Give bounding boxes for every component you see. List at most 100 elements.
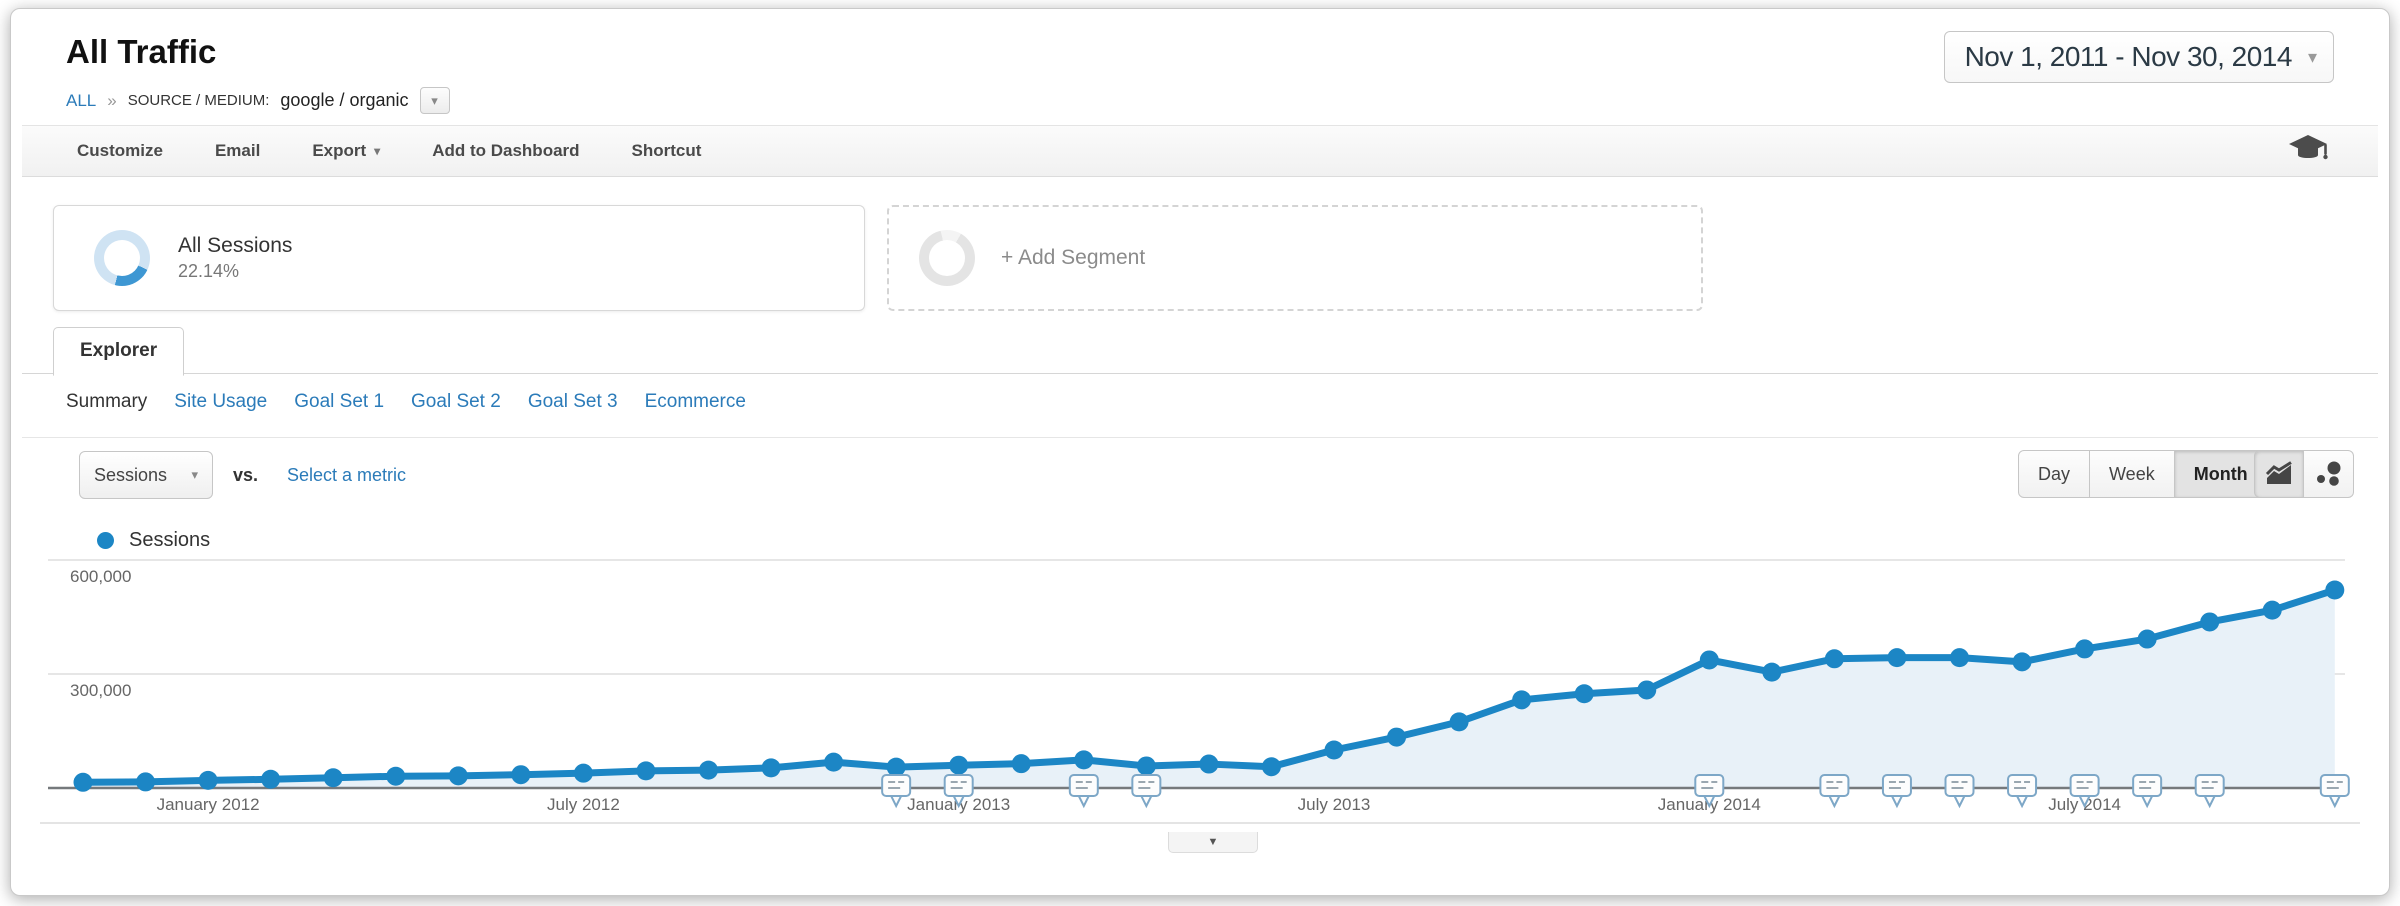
- breadcrumb-dimension-label: SOURCE / MEDIUM:: [127, 92, 270, 109]
- tab-explorer[interactable]: Explorer: [53, 327, 185, 376]
- chevron-down-icon: ▾: [431, 92, 438, 108]
- data-point-feb-2014[interactable]: [1762, 662, 1782, 682]
- annotation-marker-mar-2014[interactable]: [1819, 774, 1850, 809]
- breadcrumb-root-link[interactable]: ALL: [66, 90, 97, 110]
- chevron-down-icon: ▾: [191, 467, 198, 482]
- chart-legend: Sessions: [97, 529, 210, 552]
- data-point-feb-2012[interactable]: [261, 769, 281, 789]
- empty-donut-icon: [919, 230, 975, 286]
- granularity-day-button[interactable]: Day: [2018, 450, 2091, 498]
- explorer-subtabs: Summary Site Usage Goal Set 1 Goal Set 2…: [66, 391, 746, 413]
- vs-label: vs.: [233, 465, 259, 485]
- annotation-marker-sep-2014[interactable]: [2194, 774, 2225, 809]
- data-point-may-2014[interactable]: [1950, 648, 1969, 668]
- x-axis-label: July 2013: [1298, 795, 1371, 814]
- data-point-jul-2013[interactable]: [1324, 740, 1344, 760]
- annotation-marker-mar-2013[interactable]: [1068, 774, 1099, 809]
- data-point-oct-2014[interactable]: [2262, 600, 2282, 620]
- data-point-aug-2013[interactable]: [1387, 727, 1407, 747]
- add-segment-button[interactable]: + Add Segment: [887, 205, 1703, 311]
- data-point-sep-2013[interactable]: [1449, 712, 1469, 732]
- annotation-marker-dec-2012[interactable]: [881, 774, 912, 809]
- x-axis-label: January 2012: [157, 795, 260, 814]
- segment-all-sessions[interactable]: All Sessions 22.14%: [53, 205, 865, 311]
- education-button[interactable]: [2287, 133, 2329, 172]
- data-point-apr-2012[interactable]: [386, 766, 406, 786]
- data-point-aug-2012[interactable]: [636, 761, 656, 781]
- toolbar-email[interactable]: Email: [214, 141, 261, 160]
- data-point-oct-2013[interactable]: [1512, 690, 1532, 710]
- report-card: All Traffic ALL » SOURCE / MEDIUM: googl…: [10, 8, 2390, 896]
- subtab-summary[interactable]: Summary: [66, 391, 148, 412]
- data-point-may-2013[interactable]: [1199, 754, 1219, 774]
- metric-select-value: Sessions: [94, 464, 168, 485]
- data-point-feb-2013[interactable]: [1011, 754, 1031, 774]
- annotation-marker-apr-2013[interactable]: [1131, 774, 1162, 809]
- data-point-aug-2014[interactable]: [2137, 629, 2157, 649]
- granularity-month-button[interactable]: Month: [2174, 450, 2268, 498]
- subtab-ecommerce[interactable]: Ecommerce: [644, 391, 746, 412]
- data-point-jun-2012[interactable]: [511, 765, 531, 785]
- toolbar-export[interactable]: Export ▾: [312, 141, 380, 161]
- toolbar-customize[interactable]: Customize: [77, 141, 163, 160]
- chart-type-button-group: [2254, 450, 2354, 498]
- segment-name: All Sessions: [178, 234, 293, 257]
- data-point-dec-2011[interactable]: [136, 772, 156, 792]
- data-point-jun-2013[interactable]: [1261, 757, 1281, 777]
- subtab-goal-set-2[interactable]: Goal Set 2: [411, 391, 501, 412]
- subtab-site-usage[interactable]: Site Usage: [174, 391, 268, 412]
- breadcrumb-separator: »: [107, 90, 117, 110]
- data-point-apr-2014[interactable]: [1887, 648, 1907, 668]
- data-point-mar-2012[interactable]: [323, 768, 343, 788]
- data-point-mar-2014[interactable]: [1824, 649, 1844, 669]
- toolbar-shortcut[interactable]: Shortcut: [631, 141, 702, 160]
- metric-select[interactable]: Sessions ▾: [79, 451, 213, 499]
- date-range-selector[interactable]: Nov 1, 2011 - Nov 30, 2014 ▾: [1943, 31, 2334, 83]
- granularity-week-button[interactable]: Week: [2090, 450, 2175, 498]
- report-toolbar: Customize Email Export ▾ Add to Dashboar…: [22, 125, 2378, 177]
- chevron-down-icon: ▾: [374, 144, 381, 158]
- data-point-nov-2014[interactable]: [2325, 580, 2345, 600]
- annotation-marker-apr-2014[interactable]: [1881, 774, 1912, 809]
- data-point-mar-2013[interactable]: [1074, 750, 1094, 770]
- annotation-marker-jan-2014[interactable]: [1694, 774, 1725, 809]
- annotation-marker-jul-2014[interactable]: [2069, 774, 2100, 809]
- select-a-metric-link[interactable]: Select a metric: [287, 465, 407, 485]
- data-point-sep-2012[interactable]: [699, 760, 718, 780]
- data-point-jun-2014[interactable]: [2012, 652, 2032, 672]
- data-point-dec-2013[interactable]: [1637, 680, 1657, 700]
- series-area-fill: [83, 590, 2335, 788]
- annotation-marker-jan-2013[interactable]: [943, 774, 974, 809]
- segment-donut-icon: [94, 230, 150, 286]
- annotation-marker-nov-2014[interactable]: [2319, 774, 2350, 809]
- data-point-jul-2014[interactable]: [2075, 639, 2095, 659]
- data-point-jan-2014[interactable]: [1699, 650, 1719, 670]
- data-point-jan-2013[interactable]: [949, 755, 969, 775]
- annotation-marker-jun-2014[interactable]: [2007, 774, 2038, 809]
- motion-chart-button[interactable]: [2304, 450, 2354, 498]
- y-axis-label: 300,000: [70, 681, 131, 700]
- toolbar-export-label: Export: [312, 141, 367, 160]
- data-point-nov-2011[interactable]: [73, 772, 93, 792]
- data-point-jan-2012[interactable]: [198, 770, 218, 790]
- annotation-marker-aug-2014[interactable]: [2132, 774, 2163, 809]
- tab-divider-line: [22, 373, 2378, 374]
- annotation-marker-may-2014[interactable]: [1944, 774, 1975, 809]
- subtab-goal-set-1[interactable]: Goal Set 1: [294, 391, 385, 412]
- data-point-oct-2012[interactable]: [761, 758, 781, 778]
- motion-chart-icon: [2316, 461, 2340, 486]
- data-point-nov-2013[interactable]: [1574, 684, 1594, 704]
- data-point-dec-2012[interactable]: [886, 757, 906, 777]
- data-point-may-2012[interactable]: [448, 766, 468, 786]
- annotations-expander[interactable]: ▼: [1168, 832, 1258, 853]
- breadcrumb-dropdown-button[interactable]: ▾: [419, 87, 450, 114]
- toolbar-add-to-dashboard[interactable]: Add to Dashboard: [432, 141, 580, 160]
- data-point-sep-2014[interactable]: [2200, 612, 2220, 632]
- data-point-jul-2012[interactable]: [573, 763, 593, 783]
- subtab-goal-set-3[interactable]: Goal Set 3: [527, 391, 618, 412]
- data-point-apr-2013[interactable]: [1136, 756, 1156, 776]
- line-chart-button[interactable]: [2254, 450, 2304, 498]
- data-point-nov-2012[interactable]: [824, 752, 844, 772]
